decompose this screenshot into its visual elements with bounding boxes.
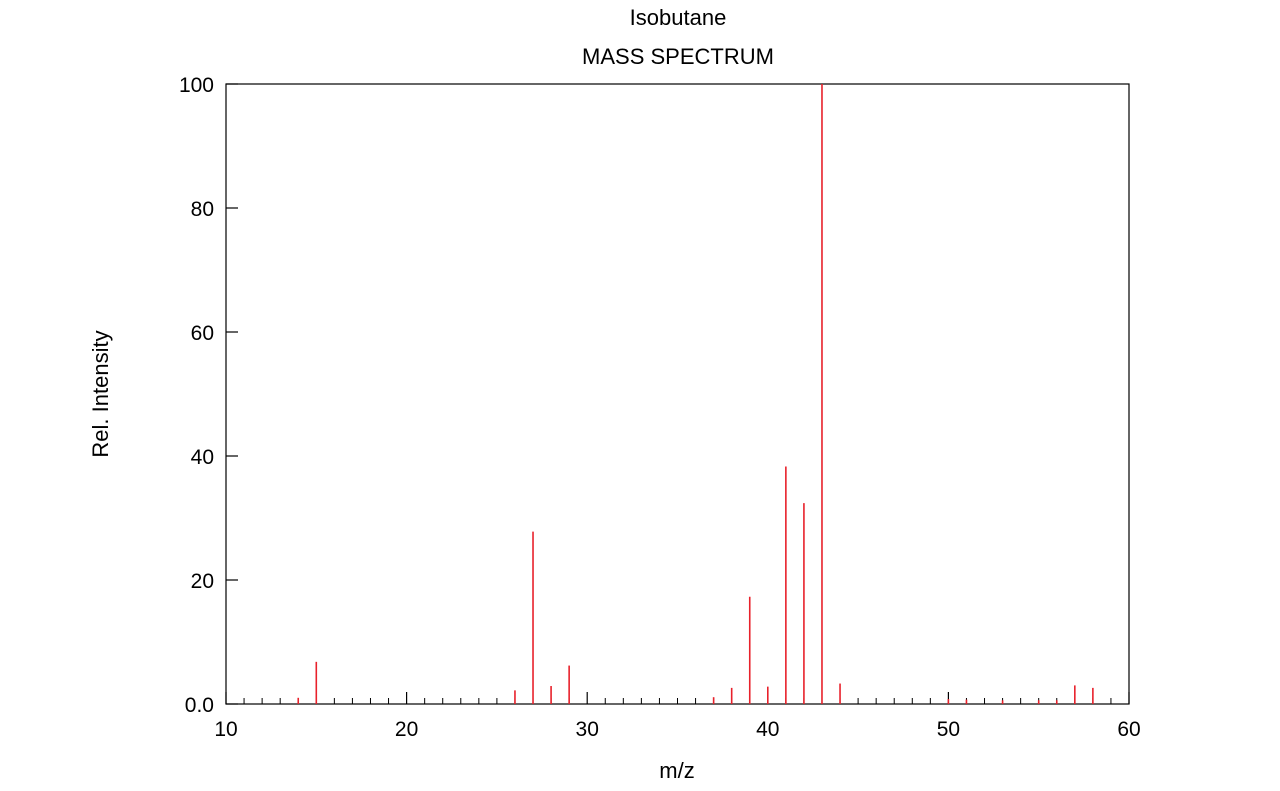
minor-ticks [243, 698, 1112, 704]
plot-frame [225, 83, 1130, 705]
y-axis-ticks: 0.0 20 40 60 80 100 [179, 74, 238, 717]
y-axis-label: Rel. Intensity [88, 330, 113, 457]
x-tick-label: 60 [1117, 718, 1140, 741]
x-tick-label: 50 [937, 718, 960, 741]
x-tick-label: 20 [395, 718, 418, 741]
chart-title: Isobutane [630, 5, 727, 30]
y-tick-label: 60 [191, 322, 214, 345]
chart-subtitle: MASS SPECTRUM [582, 44, 774, 69]
y-tick-label: 80 [191, 198, 214, 221]
y-tick-label: 20 [191, 570, 214, 593]
spectrum-peaks [297, 84, 1094, 704]
x-tick-label: 10 [214, 718, 237, 741]
x-tick-label: 40 [756, 718, 779, 741]
y-tick-label: 40 [191, 446, 214, 469]
x-axis-label: m/z [659, 758, 694, 783]
x-axis-ticks: 10 20 30 40 50 60 [214, 692, 1141, 741]
y-tick-label: 0.0 [185, 694, 214, 717]
x-tick-label: 30 [576, 718, 599, 741]
y-tick-label: 100 [179, 74, 214, 97]
